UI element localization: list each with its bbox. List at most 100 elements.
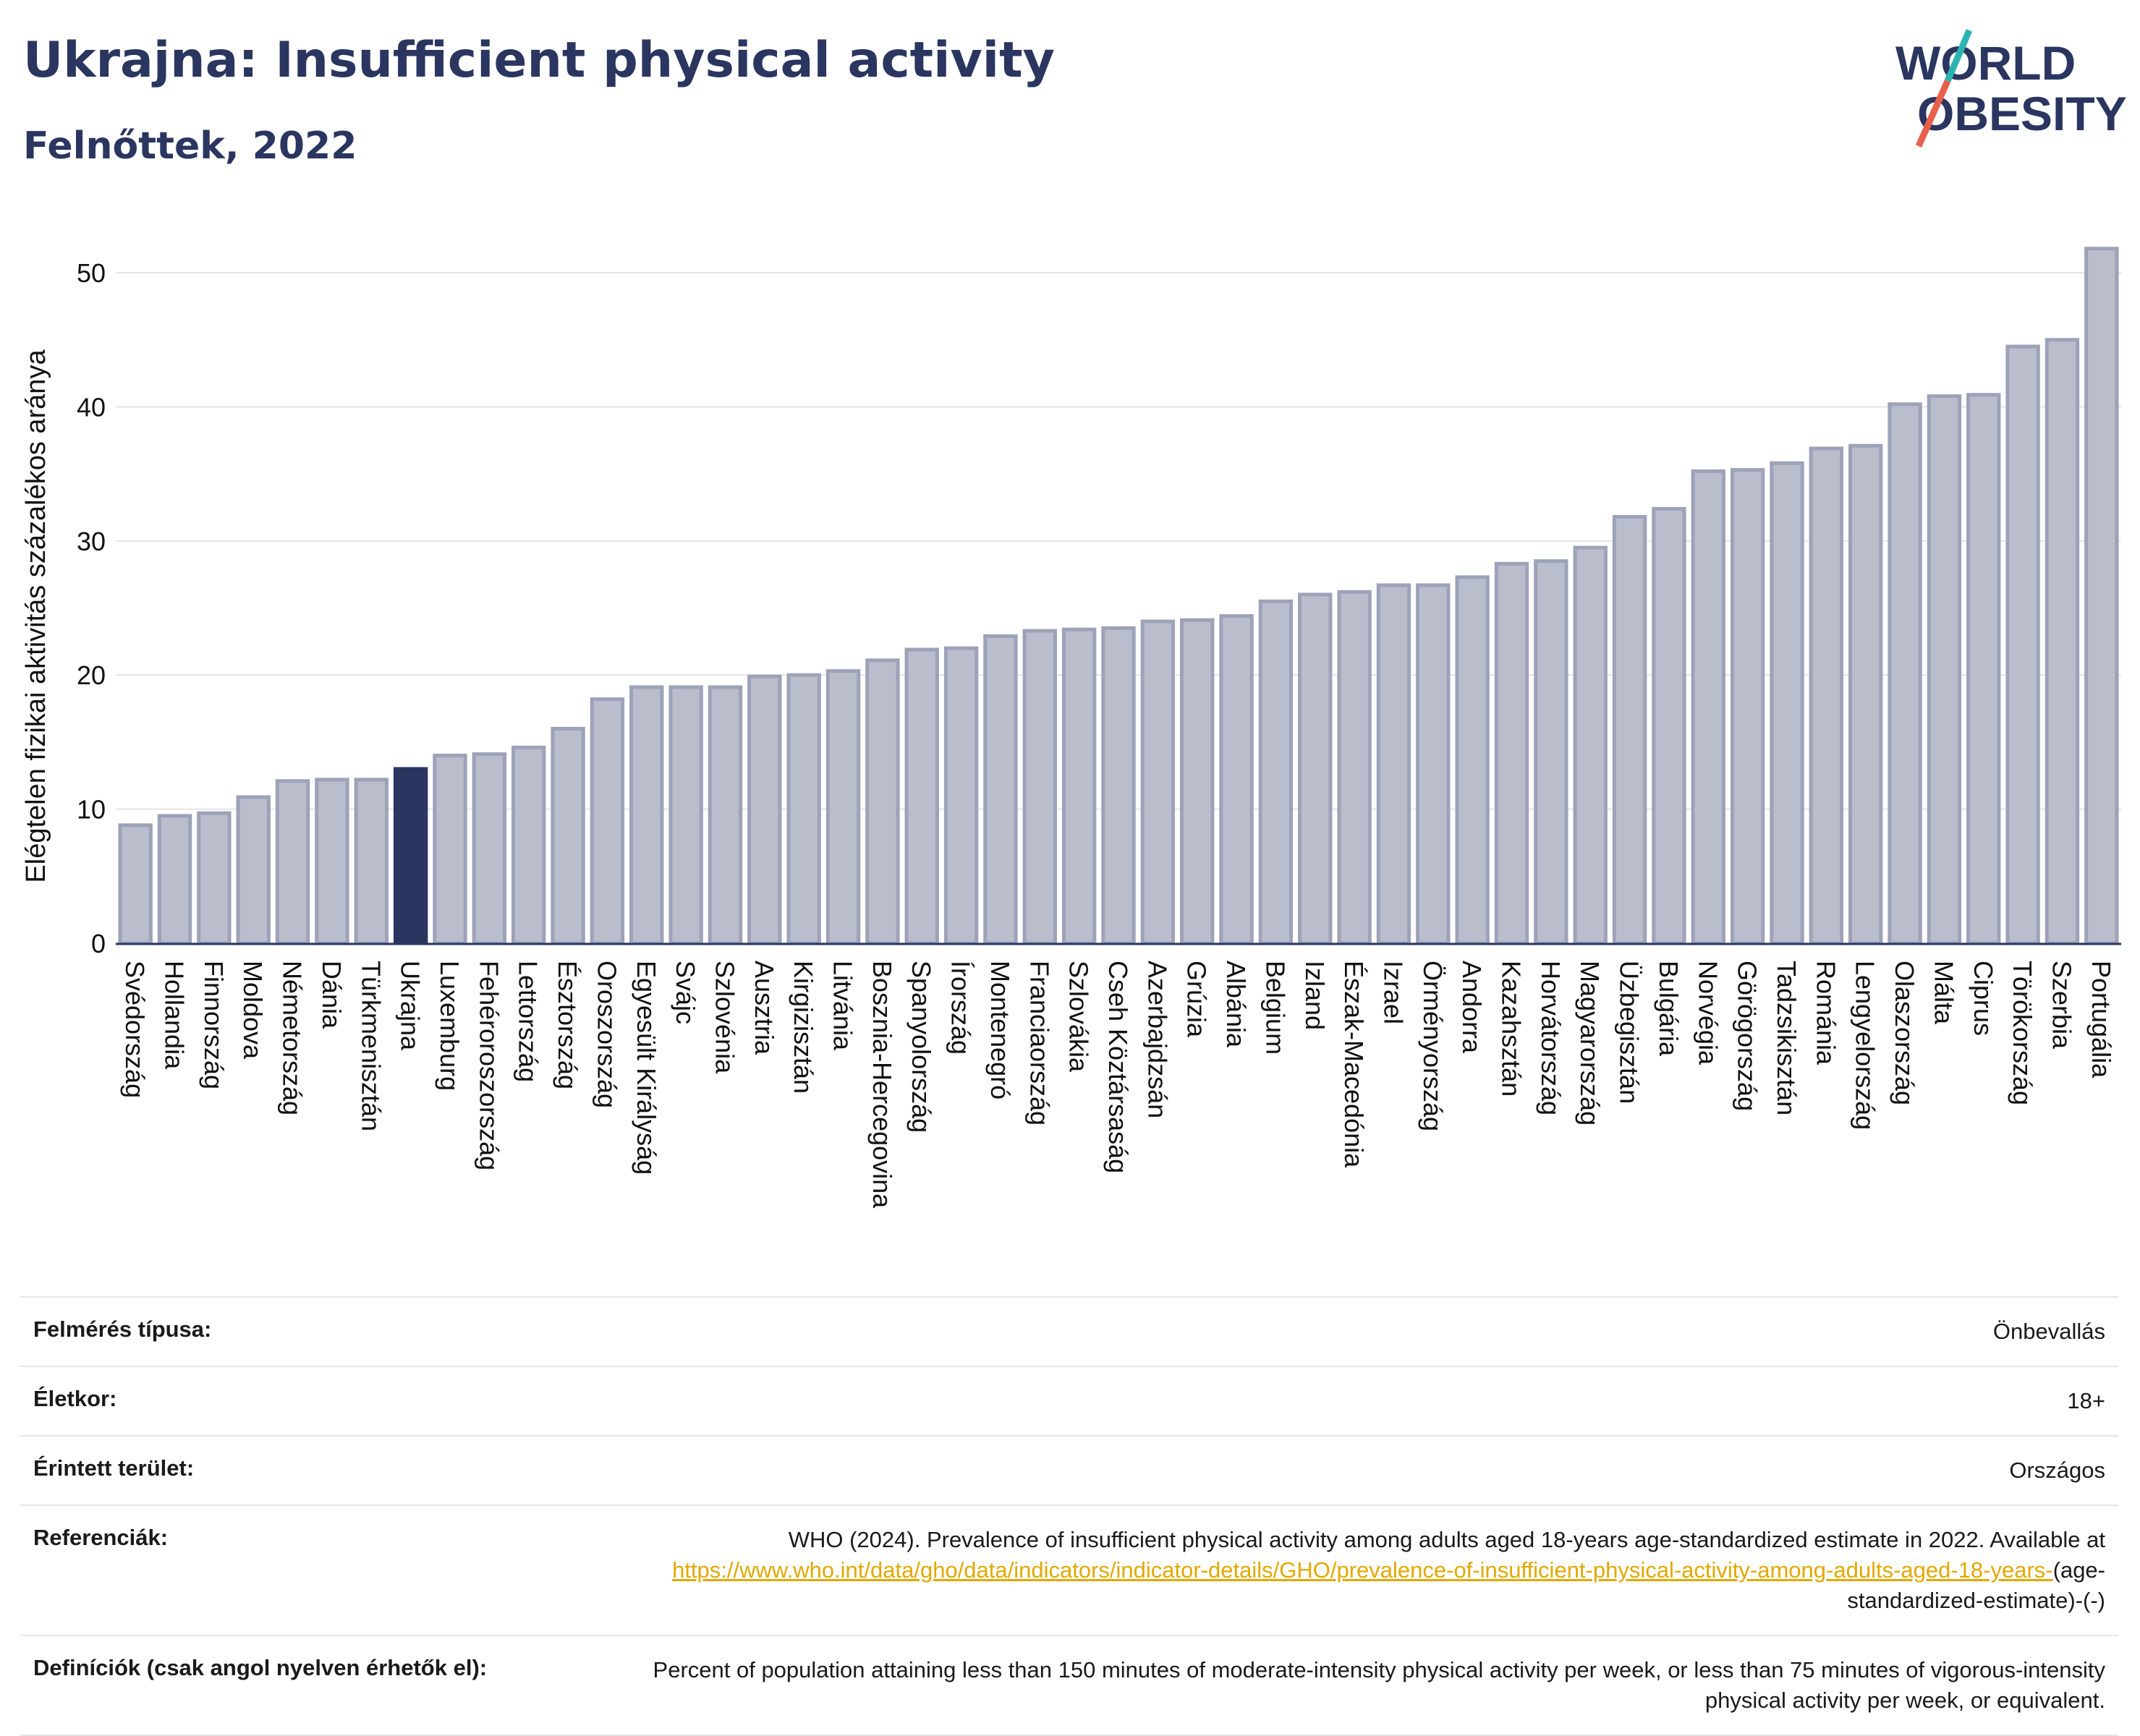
bar (1612, 514, 1647, 945)
x-tick-label: Azerbajdzsán (1142, 961, 1172, 1118)
x-tick-label: Szlovákia (1064, 961, 1094, 1073)
x-tick-label: Tadzsikisztán (1772, 961, 1801, 1115)
x-tick-label: Dánia (317, 961, 347, 1029)
definitions-label: Definíciók (csak angol nyelven érhetők e… (33, 1655, 488, 1680)
x-tick-label: Horvátország (1536, 961, 1566, 1115)
bar (2005, 344, 2040, 945)
bar (825, 669, 861, 945)
y-tick-labels: 0 10 20 30 40 50 (77, 258, 106, 958)
references-tail: (age-standardized-estimate)-(-) (1847, 1557, 2105, 1613)
references-text: WHO (2024). Prevalence of insufficient p… (788, 1527, 2105, 1552)
x-tick-label: Kazahsztán (1497, 961, 1527, 1097)
bar (1809, 446, 1844, 945)
info-row-survey: Felmérés típusa: Önbevallás (20, 1296, 2118, 1366)
logo-line2: OBESITY (1917, 87, 2127, 140)
bar (1298, 592, 1333, 945)
x-tick-label: Spanyolország (906, 961, 936, 1133)
age-label: Életkor: (33, 1386, 117, 1411)
bar (668, 685, 703, 945)
bar (904, 647, 939, 945)
bar (1416, 583, 1451, 945)
bar (590, 697, 625, 945)
x-tick-label: Andorra (1457, 961, 1487, 1054)
x-tick-label: Írország (946, 961, 976, 1055)
bar (1770, 461, 1804, 945)
x-tick-label: Görögország (1733, 961, 1762, 1111)
bar (1022, 629, 1057, 945)
bar (1337, 590, 1372, 945)
x-tick-label: Belgium (1260, 961, 1290, 1055)
x-tick-label: Ausztria (750, 961, 779, 1055)
x-tick-label: Szlovénia (710, 961, 739, 1074)
bar (2084, 247, 2119, 945)
x-tick-label: Ciprus (1969, 961, 1998, 1036)
y-tick-label: 30 (77, 527, 106, 556)
bar (708, 685, 743, 945)
x-tick-label: Moldova (238, 961, 268, 1060)
definitions-value: Percent of population attaining less tha… (653, 1657, 2105, 1713)
bars (118, 247, 2119, 945)
x-tick-label: Kirgizisztán (789, 961, 818, 1094)
logo-slash-teal (1944, 29, 1973, 82)
bar (1927, 394, 1962, 945)
age-value: 18+ (2067, 1388, 2105, 1413)
bar (315, 778, 349, 945)
x-tick-label: Olaszország (1890, 961, 1919, 1105)
bar (747, 674, 782, 945)
x-tick-label: Portugália (2086, 961, 2116, 1078)
y-tick-label: 10 (77, 795, 106, 825)
bar (629, 685, 664, 945)
bar (1219, 614, 1254, 945)
bar (1691, 469, 1725, 945)
logo-line1: WORLD (1895, 36, 2076, 90)
x-tick-label: Bosznia-Hercegovina (867, 961, 897, 1209)
x-tick-label: Luxemburg (435, 961, 464, 1091)
x-tick-label: Észak-Macedónia (1339, 961, 1369, 1168)
bar (983, 634, 1018, 945)
x-tick-label: Cseh Köztársaság (1103, 961, 1133, 1173)
bar (1140, 619, 1176, 945)
bar (157, 814, 192, 945)
bar (118, 823, 153, 945)
bar (1966, 393, 2001, 945)
x-tick-label: Málta (1929, 961, 1958, 1025)
x-tick-label: Svédország (120, 961, 150, 1098)
bar (1101, 626, 1136, 945)
references-label: Referenciák: (33, 1525, 169, 1550)
survey-value: Önbevallás (1992, 1319, 2105, 1344)
bar-highlight (393, 767, 428, 945)
area-label: Érintett terület: (33, 1455, 195, 1481)
info-row-definitions: Definíciók (csak angol nyelven érhetők e… (20, 1635, 2118, 1736)
bar (1061, 627, 1097, 945)
x-tick-label: Lettország (514, 961, 543, 1082)
x-tick-label: Finnország (199, 961, 229, 1089)
bar (786, 673, 821, 945)
x-tick-label: Németország (278, 961, 307, 1115)
bar (433, 753, 467, 945)
bar (1848, 443, 1883, 945)
x-tick-label: Törökország (2008, 961, 2037, 1105)
x-tick-label: Türkmenisztán (356, 961, 386, 1131)
x-tick-label: Románia (1811, 961, 1840, 1065)
bar (1494, 561, 1529, 945)
x-tick-label: Albánia (1221, 961, 1251, 1048)
info-table: Felmérés típusa: Önbevallás Életkor: 18+… (20, 1296, 2118, 1736)
x-tick-label: Svájc (671, 961, 700, 1024)
x-tick-label: Fehéroroszország (474, 961, 504, 1170)
bar (1455, 575, 1490, 945)
area-value: Országos (2009, 1458, 2105, 1483)
bar (511, 745, 546, 945)
references-link[interactable]: https://www.who.int/data/gho/data/indica… (672, 1557, 2053, 1583)
y-tick-label: 0 (91, 929, 106, 958)
bar (2045, 338, 2080, 945)
info-row-age: Életkor: 18+ (20, 1366, 2118, 1435)
y-axis-label: Elégtelen fizikai aktivitás százalékos a… (21, 349, 51, 883)
x-tick-label: Ukrajna (396, 961, 425, 1051)
x-tick-labels: Svédország Hollandia Finnország Moldova Néme… (120, 961, 2116, 1209)
bar (236, 795, 271, 945)
bar (1888, 402, 1922, 945)
page-subtitle: Felnőttek, 2022 (23, 124, 357, 168)
x-tick-label: Litvánia (828, 961, 858, 1051)
x-tick-label: Bulgária (1654, 961, 1683, 1057)
bar (354, 778, 388, 945)
